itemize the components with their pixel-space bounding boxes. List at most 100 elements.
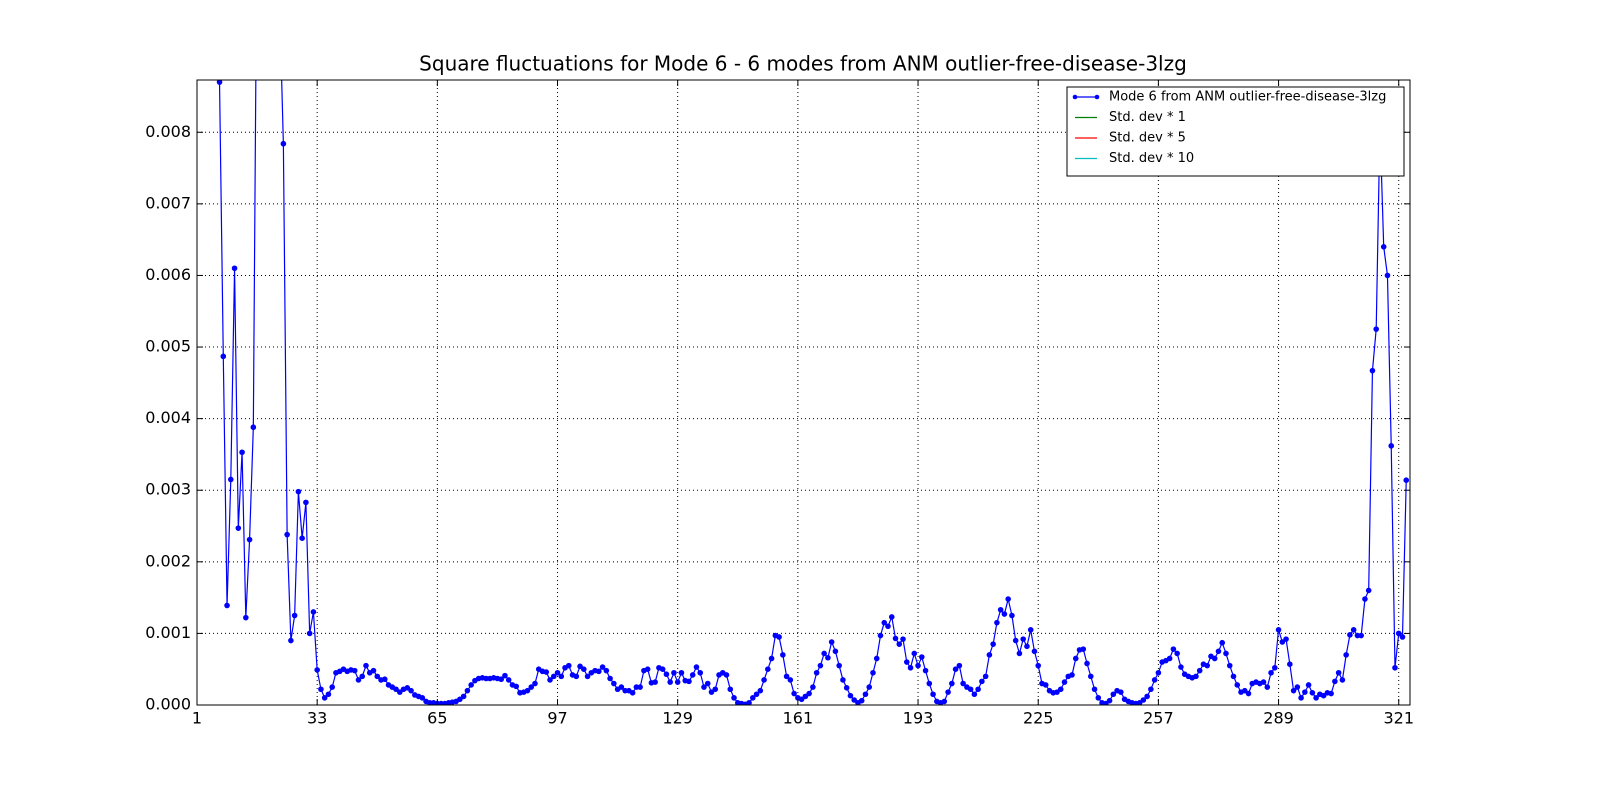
- ticks: 0.000 0.001 0.002 0.003 0.004 0.005 0.006 0.007…: [145, 80, 1414, 728]
- data-point: [817, 662, 824, 669]
- data-point: [1110, 691, 1117, 698]
- data-point: [618, 684, 625, 690]
- data-point: [1084, 660, 1090, 667]
- data-point: [798, 696, 805, 703]
- data-point: [1395, 630, 1402, 637]
- legend-label: Std. dev * 1: [1109, 110, 1186, 125]
- data-point: [971, 691, 978, 698]
- data-point: [280, 140, 287, 147]
- data-point: [1144, 693, 1150, 700]
- data-point: [1234, 682, 1241, 688]
- data-point: [325, 691, 332, 698]
- plot-area: [216, 80, 1410, 705]
- data-point: [652, 679, 658, 685]
- data-point: [231, 265, 238, 272]
- data-point: [1174, 650, 1180, 657]
- data-point: [708, 689, 715, 695]
- data-point: [941, 698, 948, 705]
- x-tick-label: 33: [307, 709, 327, 728]
- data-point: [235, 525, 242, 531]
- data-point: [873, 655, 880, 662]
- data-point: [1302, 689, 1308, 695]
- data-point: [1279, 639, 1286, 645]
- data-point: [577, 663, 583, 670]
- data-point: [930, 691, 936, 698]
- axes-frame: [196, 79, 1411, 706]
- data-point: [671, 669, 677, 676]
- data-point: [1294, 684, 1301, 690]
- data-point: [1335, 669, 1342, 676]
- data-point: [750, 695, 756, 701]
- data-point: [926, 680, 933, 687]
- data-point: [1012, 637, 1019, 644]
- data-point: [611, 680, 617, 687]
- y-tick-label: 0.000: [145, 695, 191, 714]
- grid: [196, 80, 1410, 706]
- data-point: [554, 669, 561, 676]
- data-point: [663, 671, 670, 678]
- data-point: [892, 635, 899, 642]
- data-point: [678, 669, 685, 676]
- data-point: [956, 662, 963, 669]
- data-point: [918, 654, 925, 660]
- data-point: [813, 669, 820, 676]
- y-tick-label: 0.006: [145, 265, 191, 284]
- legend-label: Std. dev * 10: [1109, 151, 1194, 166]
- data-point: [922, 667, 929, 674]
- data-point: [363, 662, 369, 669]
- data-point: [1020, 636, 1026, 642]
- data-point: [1072, 655, 1079, 662]
- data-point: [359, 673, 366, 680]
- data-point: [295, 488, 302, 495]
- data-point: [810, 684, 816, 690]
- data-point: [896, 641, 903, 647]
- legend-label: Std. dev * 5: [1109, 131, 1186, 146]
- data-point: [321, 695, 328, 701]
- data-point: [381, 676, 388, 683]
- data-point: [1373, 326, 1380, 332]
- data-point: [952, 666, 959, 673]
- data-point: [419, 695, 426, 701]
- data-point: [1057, 686, 1064, 693]
- data-point: [1193, 673, 1199, 680]
- data-point: [686, 678, 692, 685]
- data-point: [596, 668, 602, 675]
- data-point: [1204, 662, 1211, 669]
- data-point: [783, 673, 790, 680]
- data-point: [667, 679, 673, 685]
- data-point: [1091, 686, 1098, 693]
- chart-title: Square fluctuations for Mode 6 - 6 modes…: [419, 52, 1187, 76]
- data-point: [1226, 662, 1233, 669]
- data-point: [753, 691, 760, 698]
- data-point: [1264, 684, 1271, 690]
- data-point: [1087, 673, 1094, 680]
- legend-marker: [1094, 94, 1100, 100]
- data-point: [712, 686, 719, 693]
- data-point: [1170, 646, 1177, 652]
- data-point: [460, 693, 467, 700]
- data-point: [858, 697, 865, 704]
- data-point: [1009, 612, 1015, 619]
- data-point: [505, 677, 512, 683]
- data-point: [768, 655, 775, 662]
- x-tick-label: 225: [1023, 709, 1054, 728]
- data-point: [502, 672, 508, 679]
- data-point: [727, 686, 734, 693]
- data-point: [498, 676, 504, 683]
- data-point: [900, 636, 906, 642]
- data-point: [1399, 634, 1406, 640]
- data-point: [603, 667, 610, 674]
- data-point: [704, 680, 711, 687]
- data-point: [877, 632, 884, 639]
- x-tick-label: 257: [1143, 709, 1174, 728]
- data-point: [903, 659, 910, 665]
- data-point: [396, 689, 403, 695]
- data-point: [761, 677, 767, 683]
- data-point: [318, 686, 324, 693]
- data-point: [840, 677, 846, 683]
- data-point: [1136, 700, 1143, 705]
- data-point: [246, 536, 253, 543]
- data-point: [1080, 646, 1087, 652]
- y-tick-label: 0.007: [145, 193, 191, 212]
